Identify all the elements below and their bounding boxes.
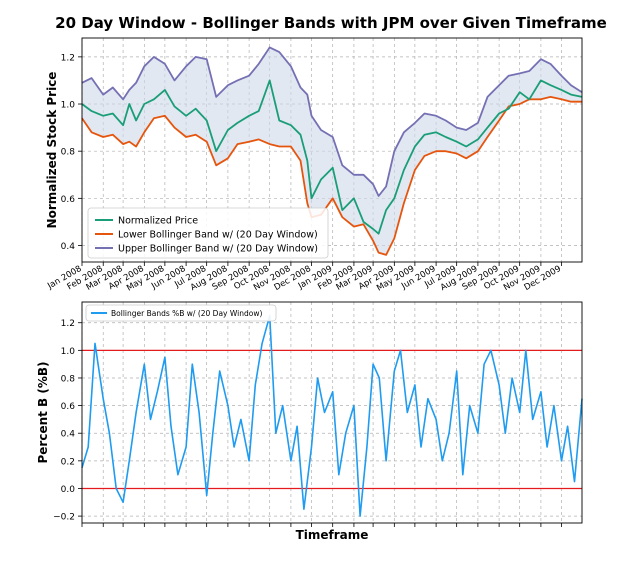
y-tick-label: 0.4 [61, 430, 76, 440]
y-tick-label: 1.2 [61, 53, 75, 63]
legend-label: Lower Bollinger Band w/ (20 Day Window) [118, 230, 318, 241]
percent-b-series-line [81, 315, 583, 517]
legend-label: Bollinger Bands %B w/ (20 Day Window) [111, 309, 262, 318]
y-tick-label: −0.2 [53, 513, 75, 523]
y-axis-label: Normalized Stock Price [45, 72, 59, 229]
y-tick-label: 1.2 [61, 319, 75, 329]
y-tick-label: 0.0 [61, 485, 76, 495]
axes-frame [81, 37, 583, 263]
axes-frame [81, 301, 583, 524]
y-tick-label: 0.6 [61, 402, 76, 412]
y-tick-label: 0.6 [61, 195, 76, 205]
y-tick-label: 0.8 [61, 148, 76, 158]
upper-band-series-line [81, 46, 583, 197]
lower-band-series-line [81, 96, 582, 256]
y-tick-label: 1.0 [61, 347, 76, 357]
y-tick-label: 0.2 [61, 457, 75, 467]
chart-title: 20 Day Window - Bollinger Bands with JPM… [55, 14, 607, 32]
legend-label: Upper Bollinger Band w/ (20 Day Window) [118, 244, 318, 255]
legend-box [87, 207, 329, 259]
price-series-line [81, 79, 583, 235]
legend-label: Normalized Price [118, 216, 198, 227]
y-axis-label: Percent B (%B) [36, 361, 50, 463]
legend: Normalized Price Lower Bollinger Band w/ … [87, 207, 329, 259]
x-axis-label: Timeframe [296, 528, 369, 542]
y-tick-label: 1.0 [61, 101, 76, 111]
percent-b-panel: −0.2 0.0 0.2 0.4 0.6 0.8 1.0 1.2 Percent B (%B) T… [36, 301, 583, 542]
legend: Bollinger Bands %B w/ (20 Day Window) [85, 304, 277, 322]
legend-box [85, 304, 277, 322]
y-tick-label: 0.4 [61, 242, 76, 252]
y-tick-label: 0.8 [61, 374, 76, 384]
band-fill-area [82, 47, 582, 255]
